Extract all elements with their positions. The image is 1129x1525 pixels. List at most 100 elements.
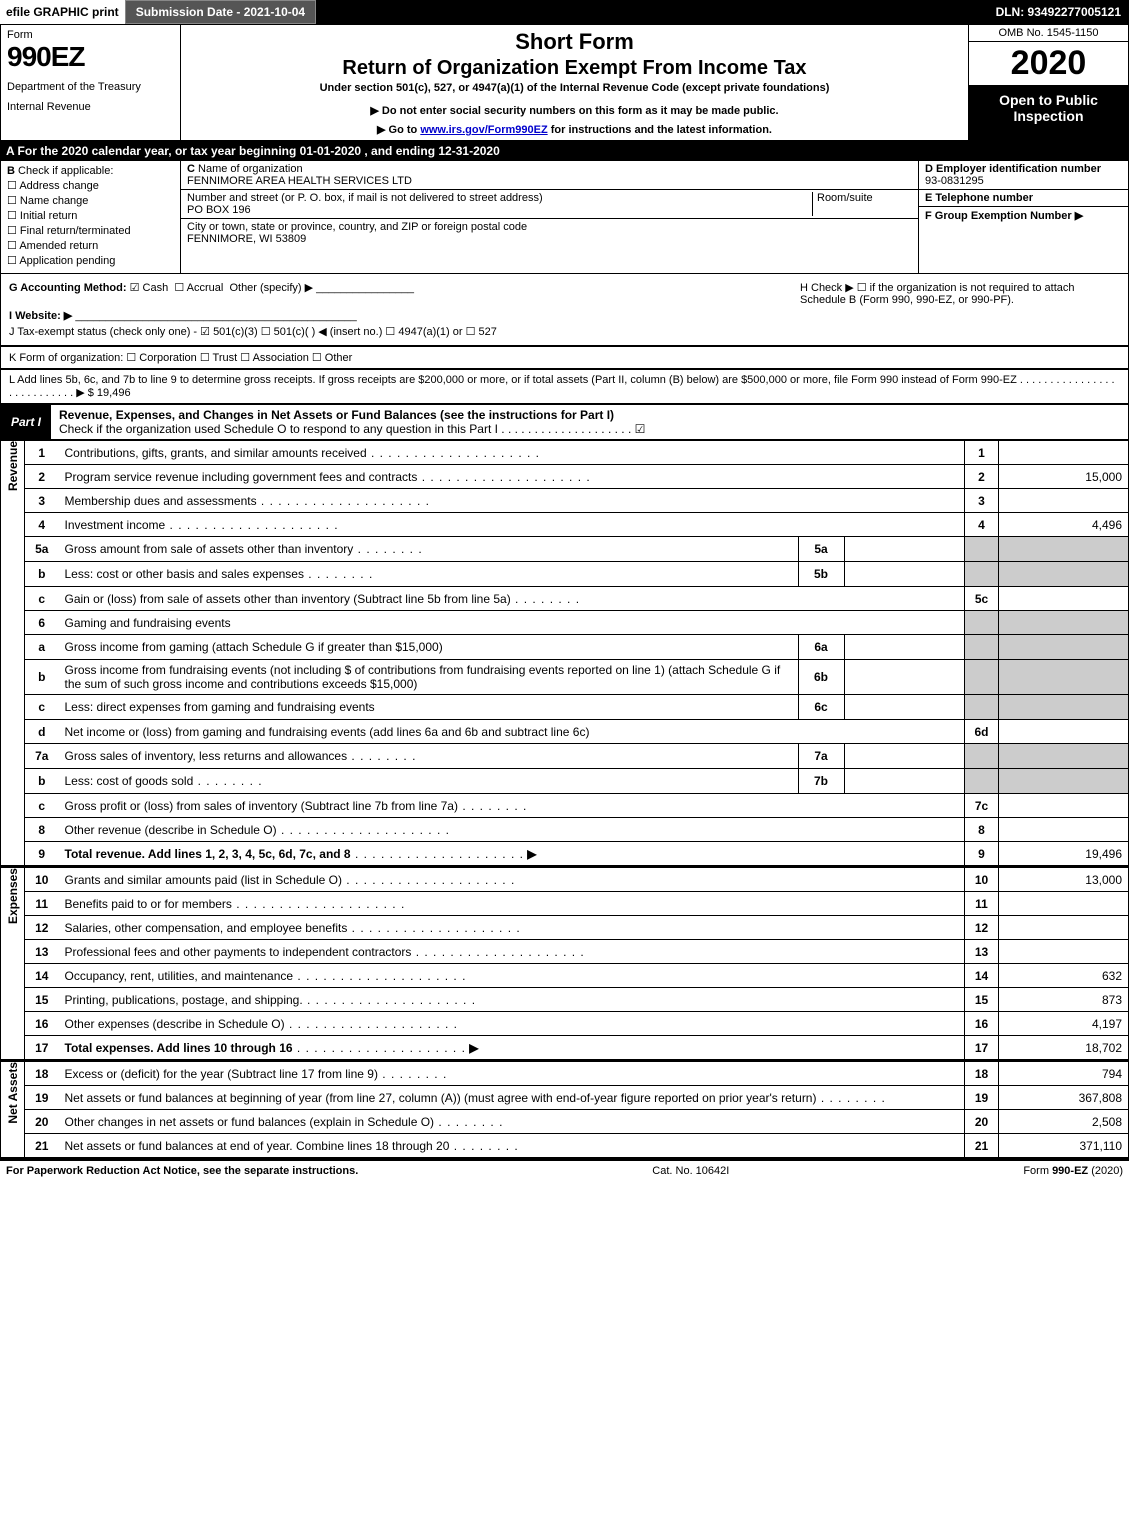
street-value: PO BOX 196 xyxy=(187,204,251,216)
address-change-checkbox[interactable]: Address change xyxy=(7,179,174,192)
d-label: D Employer identification number xyxy=(925,163,1101,175)
part-1-check: Check if the organization used Schedule … xyxy=(59,422,645,436)
section-d: D Employer identification number 93-0831… xyxy=(918,161,1128,273)
do-not-enter: ▶ Do not enter social security numbers o… xyxy=(185,104,964,117)
section-bcd: B Check if applicable: Address change Na… xyxy=(0,161,1129,274)
line-14: 14Occupancy, rent, utilities, and mainte… xyxy=(25,964,1129,988)
k-row: K Form of organization: ☐ Corporation ☐ … xyxy=(0,346,1129,369)
part-1-header: Part I Revenue, Expenses, and Changes in… xyxy=(0,404,1129,440)
dept-treasury: Department of the Treasury xyxy=(7,81,174,93)
line-20: 20Other changes in net assets or fund ba… xyxy=(25,1110,1129,1134)
city-value: FENNIMORE, WI 53809 xyxy=(187,233,306,245)
goto-post: for instructions and the latest informat… xyxy=(548,124,772,136)
form-number: 990EZ xyxy=(7,41,174,73)
netassets-table: 18Excess or (deficit) for the year (Subt… xyxy=(24,1061,1129,1158)
page-footer: For Paperwork Reduction Act Notice, see … xyxy=(0,1159,1129,1181)
line-7b: bLess: cost of goods sold7b xyxy=(25,769,1129,794)
other-specify[interactable]: Other (specify) ▶ xyxy=(229,282,313,294)
name-label: Name of organization xyxy=(198,163,303,175)
section-b: B Check if applicable: Address change Na… xyxy=(1,161,181,273)
submission-date: Submission Date - 2021-10-04 xyxy=(125,0,316,24)
org-name: FENNIMORE AREA HEALTH SERVICES LTD xyxy=(187,175,412,187)
final-return-checkbox[interactable]: Final return/terminated xyxy=(7,224,174,237)
line-6b: bGross income from fundraising events (n… xyxy=(25,660,1129,695)
group-exemption-row: F Group Exemption Number ▶ xyxy=(919,207,1128,224)
netassets-label: Net Assets xyxy=(0,1061,24,1158)
footer-cat: Cat. No. 10642I xyxy=(652,1165,729,1177)
line-2: 2Program service revenue including gover… xyxy=(25,465,1129,489)
line-4: 4Investment income44,496 xyxy=(25,513,1129,537)
revenue-section: Revenue 1Contributions, gifts, grants, a… xyxy=(0,440,1129,867)
h-check: H Check ▶ ☐ if the organization is not r… xyxy=(800,281,1120,306)
line-6d: dNet income or (loss) from gaming and fu… xyxy=(25,720,1129,744)
c-label: C xyxy=(187,163,195,175)
initial-return-checkbox[interactable]: Initial return xyxy=(7,209,174,222)
ein-value: 93-0831295 xyxy=(925,175,984,187)
line-15: 15Printing, publications, postage, and s… xyxy=(25,988,1129,1012)
g-label: G Accounting Method: xyxy=(9,282,127,294)
short-form-title: Short Form xyxy=(185,29,964,55)
line-10: 10Grants and similar amounts paid (list … xyxy=(25,868,1129,892)
line-17: 17Total expenses. Add lines 10 through 1… xyxy=(25,1036,1129,1060)
name-change-checkbox[interactable]: Name change xyxy=(7,194,174,207)
street-label: Number and street (or P. O. box, if mail… xyxy=(187,192,543,204)
tax-year: 2020 xyxy=(969,42,1128,86)
line-13: 13Professional fees and other payments t… xyxy=(25,940,1129,964)
open-to-public: Open to Public Inspection xyxy=(969,86,1128,140)
application-pending-checkbox[interactable]: Application pending xyxy=(7,254,174,267)
goto-link-line: ▶ Go to www.irs.gov/Form990EZ for instru… xyxy=(185,123,964,136)
dept-irs: Internal Revenue xyxy=(7,101,174,113)
website-row: I Website: ▶ ___________________________… xyxy=(9,309,1120,322)
efile-print-button[interactable]: efile GRAPHIC print xyxy=(0,0,125,24)
line-5c: cGain or (loss) from sale of assets othe… xyxy=(25,587,1129,611)
omb-number: OMB No. 1545-1150 xyxy=(969,25,1128,42)
footer-right: Form 990-EZ (2020) xyxy=(1023,1165,1123,1177)
line-21: 21Net assets or fund balances at end of … xyxy=(25,1134,1129,1158)
accrual-checkbox[interactable]: ☐ Accrual xyxy=(174,282,223,294)
amended-return-checkbox[interactable]: Amended return xyxy=(7,239,174,252)
city-row: City or town, state or province, country… xyxy=(181,219,918,247)
city-label: City or town, state or province, country… xyxy=(187,221,527,233)
e-label: E Telephone number xyxy=(925,192,1033,204)
cash-checkbox[interactable]: Cash xyxy=(130,282,169,294)
ein-row: D Employer identification number 93-0831… xyxy=(919,161,1128,190)
revenue-label: Revenue xyxy=(0,440,24,866)
irs-link[interactable]: www.irs.gov/Form990EZ xyxy=(420,124,547,136)
f-label: F Group Exemption Number ▶ xyxy=(925,210,1083,222)
line-6a: aGross income from gaming (attach Schedu… xyxy=(25,635,1129,660)
line-5a: 5aGross amount from sale of assets other… xyxy=(25,537,1129,562)
top-bar: efile GRAPHIC print Submission Date - 20… xyxy=(0,0,1129,24)
expenses-section: Expenses 10Grants and similar amounts pa… xyxy=(0,867,1129,1061)
line-8: 8Other revenue (describe in Schedule O)8 xyxy=(25,818,1129,842)
line-7c: cGross profit or (loss) from sales of in… xyxy=(25,794,1129,818)
part-1-title: Revenue, Expenses, and Changes in Net As… xyxy=(51,405,1128,439)
expenses-label: Expenses xyxy=(0,867,24,1060)
check-if-applicable: Check if applicable: xyxy=(18,165,113,177)
telephone-row: E Telephone number xyxy=(919,190,1128,207)
footer-left: For Paperwork Reduction Act Notice, see … xyxy=(6,1165,358,1177)
return-title: Return of Organization Exempt From Incom… xyxy=(185,57,964,80)
line-9: 9Total revenue. Add lines 1, 2, 3, 4, 5c… xyxy=(25,842,1129,866)
misc-g-h: G Accounting Method: Cash ☐ Accrual Othe… xyxy=(0,274,1129,346)
header-right: OMB No. 1545-1150 2020 Open to Public In… xyxy=(968,25,1128,140)
header-left: Form 990EZ Department of the Treasury In… xyxy=(1,25,181,140)
expenses-table: 10Grants and similar amounts paid (list … xyxy=(24,867,1129,1060)
line-16: 16Other expenses (describe in Schedule O… xyxy=(25,1012,1129,1036)
line-3: 3Membership dues and assessments3 xyxy=(25,489,1129,513)
form-label: Form xyxy=(7,29,174,41)
accounting-method: G Accounting Method: Cash ☐ Accrual Othe… xyxy=(9,281,414,306)
line-6c: cLess: direct expenses from gaming and f… xyxy=(25,695,1129,720)
revenue-table: 1Contributions, gifts, grants, and simil… xyxy=(24,440,1129,866)
header-mid: Short Form Return of Organization Exempt… xyxy=(181,25,968,140)
form-header: Form 990EZ Department of the Treasury In… xyxy=(0,24,1129,141)
line-19: 19Net assets or fund balances at beginni… xyxy=(25,1086,1129,1110)
netassets-section: Net Assets 18Excess or (deficit) for the… xyxy=(0,1061,1129,1159)
goto-pre: ▶ Go to xyxy=(377,124,420,136)
line-11: 11Benefits paid to or for members11 xyxy=(25,892,1129,916)
line-12: 12Salaries, other compensation, and empl… xyxy=(25,916,1129,940)
i-label: I Website: ▶ xyxy=(9,310,72,322)
under-section: Under section 501(c), 527, or 4947(a)(1)… xyxy=(185,82,964,94)
line-7a: 7aGross sales of inventory, less returns… xyxy=(25,744,1129,769)
line-1: 1Contributions, gifts, grants, and simil… xyxy=(25,441,1129,465)
topbar-left: efile GRAPHIC print Submission Date - 20… xyxy=(0,0,316,24)
